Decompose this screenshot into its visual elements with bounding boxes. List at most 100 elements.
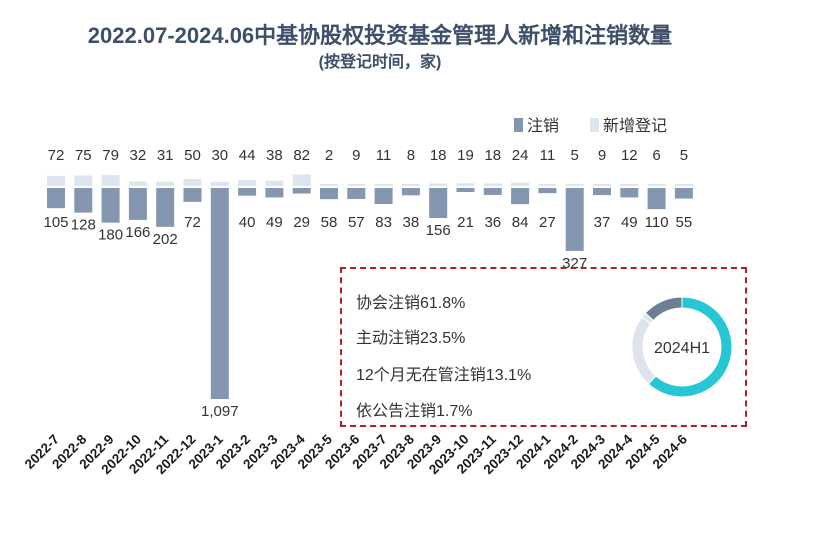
bar-new-2022-7: [47, 175, 65, 186]
label-new-2024-6: 5: [680, 147, 688, 164]
label-new-2023-12: 24: [512, 147, 529, 164]
bar-new-2023-2: [238, 179, 257, 186]
bar-new-2024-4: [620, 184, 639, 186]
bar-new-2024-2: [565, 184, 584, 186]
label-new-2024-1: 11: [540, 147, 556, 164]
bar-new-2023-8: [401, 184, 420, 186]
bar-cancel-2023-11: [483, 188, 502, 195]
donut-slice-2: [644, 296, 683, 322]
label-new-2022-10: 32: [130, 147, 147, 164]
label-cancel-2023-10: 21: [457, 214, 474, 231]
label-cancel-2023-6: 57: [348, 214, 365, 231]
label-new-2022-11: 31: [157, 147, 174, 164]
bar-new-2023-7: [374, 184, 393, 186]
label-new-2024-2: 5: [571, 147, 579, 164]
legend-swatch-cancel: [514, 118, 523, 132]
bar-cancel-2023-8: [401, 188, 420, 196]
label-new-2023-11: 18: [484, 147, 501, 164]
bar-cancel-2023-5: [320, 188, 338, 200]
breakdown-box: 协会注销61.8% 主动注销23.5% 12个月无在管注销13.1% 依公告注销…: [340, 267, 747, 427]
bar-new-2023-9: [429, 183, 448, 186]
bar-cancel-2022-11: [156, 188, 175, 227]
bar-new-2024-3: [593, 184, 611, 186]
label-cancel-2022-8: 128: [71, 217, 96, 234]
chart-subtitle: (按登记时间，家): [318, 54, 442, 71]
bar-new-2022-10: [128, 181, 147, 186]
legend-label-cancel: 注销: [527, 117, 559, 135]
label-new-2022-9: 79: [102, 147, 119, 164]
bar-new-2024-5: [647, 184, 666, 186]
bar-cancel-2023-3: [265, 188, 284, 198]
label-cancel-2022-7: 105: [43, 214, 68, 231]
label-new-2023-6: 9: [352, 147, 360, 164]
bar-cancel-2023-6: [347, 188, 366, 199]
bar-new-2023-3: [265, 180, 284, 186]
legend-label-new: 新增登记: [603, 117, 667, 135]
label-cancel-2024-6: 55: [676, 214, 693, 231]
label-new-2024-4: 12: [621, 147, 638, 164]
label-cancel-2023-8: 38: [403, 214, 420, 231]
bar-cancel-2023-4: [292, 188, 311, 194]
label-cancel-2024-4: 49: [621, 214, 638, 231]
note-active-cancel: 主动注销23.5%: [356, 330, 466, 347]
bar-new-2023-6: [347, 184, 366, 186]
bar-new-2023-5: [320, 184, 338, 186]
bar-new-2024-6: [674, 184, 693, 186]
bar-new-2023-10: [456, 183, 475, 186]
bar-new-2023-12: [511, 182, 530, 186]
bar-cancel-2022-10: [128, 188, 147, 220]
label-cancel-2023-7: 83: [375, 214, 392, 231]
donut-slice-1: [631, 316, 657, 385]
note-announcement-cancel: 依公告注销1.7%: [356, 403, 473, 420]
label-cancel-2023-4: 29: [293, 214, 310, 231]
bar-new-2023-4: [292, 174, 311, 186]
label-cancel-2023-5: 58: [321, 214, 338, 231]
bar-cancel-2024-5: [647, 188, 666, 210]
label-cancel-2024-3: 37: [594, 214, 611, 231]
legend-swatch-new: [590, 118, 599, 132]
bar-cancel-2024-1: [538, 188, 557, 194]
label-cancel-2023-11: 36: [484, 214, 501, 231]
label-new-2023-1: 30: [211, 147, 228, 164]
label-new-2022-8: 75: [75, 147, 92, 164]
label-cancel-2023-1: 1,097: [201, 403, 239, 420]
bar-cancel-2022-12: [183, 188, 202, 202]
donut-chart: 2024H1: [631, 296, 733, 398]
label-new-2023-3: 38: [266, 147, 283, 164]
bar-cancel-2024-3: [593, 188, 611, 196]
label-new-2024-5: 6: [652, 147, 660, 164]
donut-center-label: 2024H1: [654, 340, 710, 357]
note-association-cancel: 协会注销61.8%: [356, 295, 466, 312]
bar-cancel-2024-4: [620, 188, 639, 198]
bar-cancel-2022-7: [47, 188, 65, 209]
label-cancel-2024-1: 27: [539, 214, 556, 231]
chart-title: 2022.07-2024.06中基协股权投资基金管理人新增和注销数量: [87, 23, 673, 48]
label-new-2023-2: 44: [239, 147, 256, 164]
bar-cancel-2022-9: [101, 188, 120, 223]
label-new-2024-3: 9: [598, 147, 606, 164]
bar-new-2023-11: [483, 183, 502, 186]
bar-new-2022-8: [74, 175, 93, 186]
bar-new-2022-11: [156, 181, 175, 186]
bar-new-2022-9: [101, 174, 120, 186]
bar-cancel-2024-6: [674, 188, 693, 199]
bar-cancel-2023-1: [210, 188, 229, 399]
bar-new-2023-1: [210, 181, 229, 186]
label-cancel-2023-12: 84: [512, 214, 529, 231]
label-cancel-2023-9: 156: [426, 222, 451, 239]
label-new-2022-7: 72: [48, 147, 65, 164]
label-cancel-2023-3: 49: [266, 214, 283, 231]
label-cancel-2022-11: 202: [153, 231, 178, 248]
label-new-2023-9: 18: [430, 147, 447, 164]
label-cancel-2024-5: 110: [645, 214, 669, 231]
label-cancel-2023-2: 40: [239, 214, 256, 231]
bar-cancel-2022-8: [74, 188, 93, 213]
label-new-2023-5: 2: [325, 147, 333, 164]
bar-new-2024-1: [538, 184, 557, 186]
legend: 注销 新增登记: [514, 117, 667, 135]
label-cancel-2022-9: 180: [98, 227, 123, 244]
note-no-management-cancel: 12个月无在管注销13.1%: [356, 367, 532, 384]
label-new-2023-8: 8: [407, 147, 415, 164]
label-new-2023-7: 11: [376, 147, 392, 164]
